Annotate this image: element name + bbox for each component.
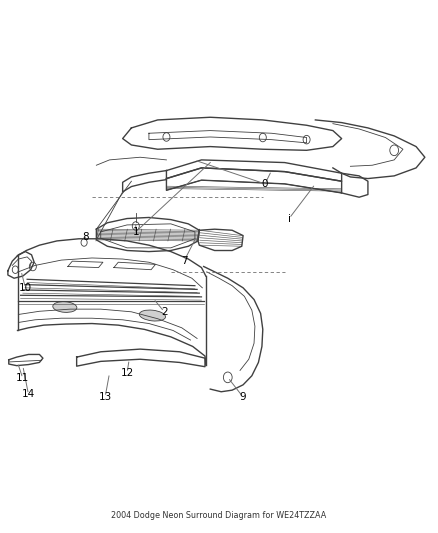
- Text: 2: 2: [161, 307, 168, 317]
- Text: 14: 14: [22, 390, 35, 399]
- Text: 0: 0: [262, 179, 268, 189]
- Text: 9: 9: [240, 392, 247, 402]
- Text: 10: 10: [19, 283, 32, 293]
- Text: 1: 1: [132, 227, 139, 237]
- Text: 11: 11: [16, 374, 29, 383]
- Text: 2004 Dodge Neon Surround Diagram for WE24TZZAA: 2004 Dodge Neon Surround Diagram for WE2…: [111, 511, 327, 520]
- Text: 8: 8: [82, 232, 89, 242]
- Text: 12: 12: [120, 368, 134, 378]
- Text: 7: 7: [180, 256, 187, 266]
- Ellipse shape: [53, 302, 77, 312]
- Text: 13: 13: [99, 392, 112, 402]
- Ellipse shape: [139, 310, 166, 321]
- Text: i: i: [288, 214, 290, 223]
